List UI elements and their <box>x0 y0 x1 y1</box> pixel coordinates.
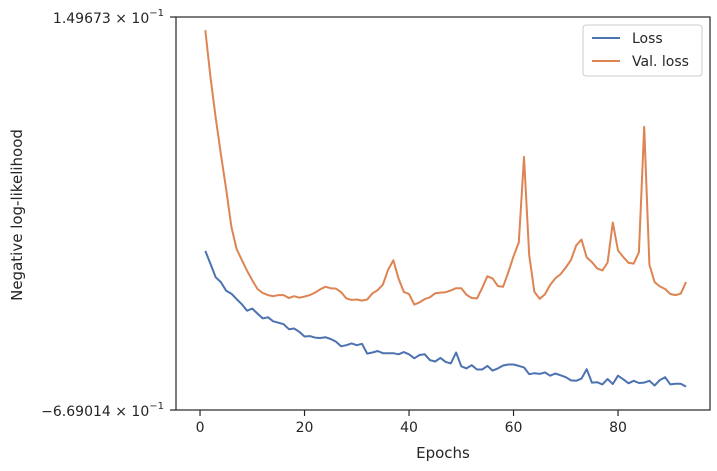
legend: Loss Val. loss <box>582 24 703 77</box>
series-line-loss <box>204 250 687 388</box>
y-tick-label-bottom-mantissa: −6.69014 × 10 <box>41 404 149 420</box>
x-axis-label: Epochs <box>416 444 470 462</box>
x-tick-label-20: 20 <box>296 420 314 436</box>
y-axis: 1.49673 × 10−1 −6.69014 × 10−1 <box>41 8 176 420</box>
x-tick-label-40: 40 <box>400 420 418 436</box>
y-tick-label-bottom-exponent: −1 <box>149 401 164 412</box>
series-lines <box>204 30 687 388</box>
y-tick-label-top-exponent: −1 <box>149 8 164 19</box>
x-axis: 0 20 40 60 80 <box>196 410 627 436</box>
plot-area <box>176 17 710 410</box>
plot-frame <box>175 16 711 411</box>
legend-label-val-loss: Val. loss <box>632 54 689 70</box>
y-tick-label-bottom: −6.69014 × 10−1 <box>41 401 164 420</box>
x-tick-label-60: 60 <box>505 420 523 436</box>
y-tick-label-top-mantissa: 1.49673 × 10 <box>53 11 149 27</box>
series-line-val-loss <box>204 30 687 306</box>
x-tick-label-0: 0 <box>196 420 205 436</box>
x-tick-label-80: 80 <box>609 420 627 436</box>
legend-label-loss: Loss <box>632 31 663 47</box>
y-axis-label: Negative log-likelihood <box>8 129 26 301</box>
y-tick-label-top: 1.49673 × 10−1 <box>53 8 164 27</box>
